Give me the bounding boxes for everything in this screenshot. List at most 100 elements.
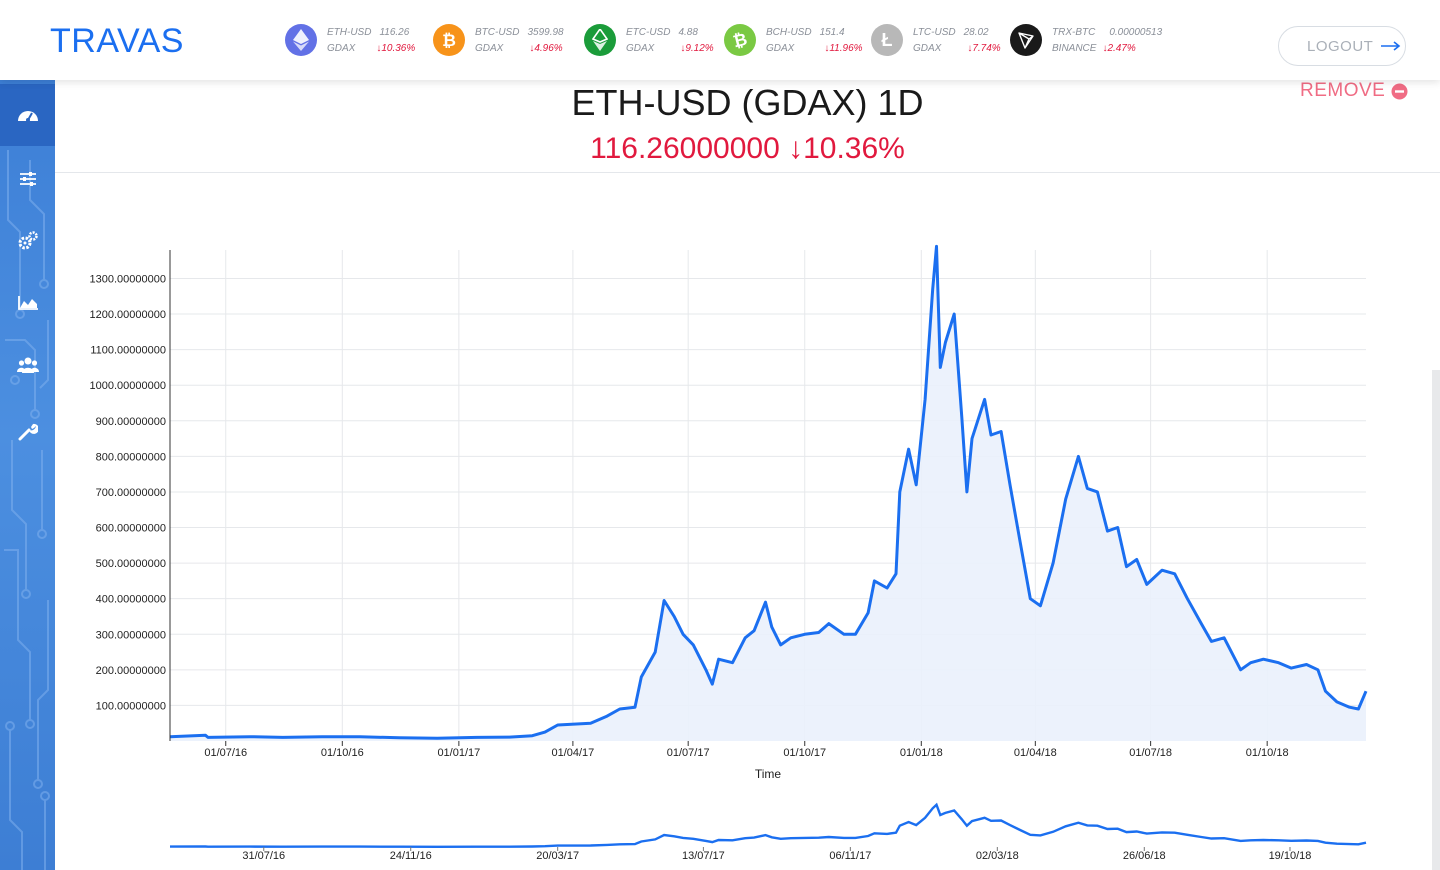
navigator-tick-label: 24/11/16 [390, 850, 432, 862]
x-tick-label: 01/07/16 [204, 747, 247, 759]
y-tick-label: 200.00000000 [96, 665, 166, 677]
panel-title: ETH-USD (GDAX) 1D [571, 82, 924, 123]
circuit-pattern [4, 150, 50, 870]
chart-panel: ETH-USD (GDAX) 1D 116.26000000 ↓10.36% R… [55, 80, 1440, 870]
sidebar-item-charts[interactable] [0, 272, 55, 334]
y-tick-label: 700.00000000 [96, 487, 166, 499]
dashboard-icon [17, 111, 38, 122]
svg-text:₿: ₿ [442, 31, 456, 50]
price-line [169, 244, 1368, 740]
ticker-pair: TRX-BTC [1052, 27, 1096, 38]
ticker-price: 151.4 [819, 27, 845, 38]
x-tick-label: 01/10/17 [783, 747, 826, 759]
ethereum-icon [285, 24, 317, 56]
users-icon [16, 357, 39, 373]
ticker-exchange: GDAX [327, 43, 356, 54]
ticker-change: ↓2.47% [1102, 43, 1136, 54]
top-bar: TRAVAS ETH-USD 116.26 GDAX ↓10.36% ₿ BTC-U… [0, 0, 1440, 80]
y-tick-label: 600.00000000 [96, 523, 166, 535]
navigator-tick-labels: 31/07/16 24/11/16 20/03/17 13/07/17 06/11/17… [242, 847, 1311, 862]
sidebar-item-gears[interactable] [0, 210, 55, 272]
page-scrollbar[interactable] [1432, 370, 1440, 870]
navigator-tick-label: 06/11/17 [829, 850, 871, 862]
arrow-right-icon [1381, 41, 1401, 51]
x-tick-label: 01/07/18 [1129, 747, 1172, 759]
navigator-tick-label: 13/07/17 [682, 850, 725, 862]
ticker-pair: BTC-USD [475, 27, 520, 38]
svg-text:Ł: Ł [882, 30, 893, 50]
y-tick-labels: 100.00000000 200.00000000 300.00000000 400.… [90, 273, 166, 712]
ticker-exchange: GDAX [913, 43, 942, 54]
ticker-pair: ETH-USD [327, 27, 372, 38]
ticker-change: ↓11.96% [824, 43, 863, 54]
y-tick-label: 800.00000000 [96, 451, 166, 463]
sidebar-item-users[interactable] [0, 334, 55, 396]
ticker-price: 28.02 [963, 27, 989, 38]
gears-icon [18, 231, 38, 250]
y-tick-label: 1200.00000000 [90, 309, 166, 321]
panel-price-change: 116.26000000 ↓10.36% [590, 132, 905, 165]
x-tick-label: 01/01/17 [437, 747, 480, 759]
wrench-icon [18, 423, 38, 441]
sliders-icon [19, 172, 36, 186]
navigator-tick-label: 02/03/18 [976, 850, 1019, 862]
y-tick-label: 900.00000000 [96, 416, 166, 428]
y-tick-label: 100.00000000 [96, 700, 166, 712]
y-tick-label: 400.00000000 [96, 594, 166, 606]
bitcoin-cash-icon: ₿ [724, 24, 756, 56]
remove-button[interactable]: REMOVE [1300, 80, 1408, 102]
logout-button[interactable]: LOGOUT [1278, 26, 1406, 66]
x-axis-label: Time [755, 767, 782, 781]
navigator-line [169, 802, 1367, 849]
ticker-change: ↓4.96% [529, 43, 563, 54]
ticker-price: 116.26 [379, 27, 410, 38]
price-chart[interactable]: 100.00000000 200.00000000 300.00000000 400.… [55, 80, 1440, 870]
ticker-pair: LTC-USD [913, 27, 956, 38]
ticker-exchange: GDAX [626, 43, 655, 54]
x-tick-labels: 01/07/16 01/10/16 01/01/17 01/04/17 01/07/17… [204, 741, 1289, 759]
ticker-change: ↓7.74% [967, 43, 1001, 54]
remove-label: REMOVE [1300, 80, 1386, 101]
ticker-change: ↓9.12% [680, 43, 714, 54]
x-tick-label: 01/10/16 [321, 747, 364, 759]
ticker-exchange: BINANCE [1052, 43, 1097, 54]
y-tick-label: 1000.00000000 [90, 380, 166, 392]
area-chart-icon [17, 296, 38, 310]
ticker-price: 0.00000513 [1109, 27, 1163, 38]
navigator-tick-label: 26/06/18 [1123, 850, 1166, 862]
bitcoin-icon: ₿ [433, 24, 465, 56]
y-tick-label: 300.00000000 [96, 629, 166, 641]
sidebar [0, 80, 55, 870]
ticker-price: 3599.98 [527, 27, 564, 38]
navigator[interactable]: 31/07/16 24/11/16 20/03/17 13/07/17 06/11/17… [169, 802, 1367, 862]
x-tick-label: 01/01/18 [900, 747, 943, 759]
ticker-pair: BCH-USD [766, 27, 812, 38]
sidebar-item-settings-sliders[interactable] [0, 148, 55, 210]
ticker-exchange: GDAX [766, 43, 795, 54]
brand-logo[interactable]: TRAVAS [50, 22, 184, 60]
y-tick-label: 1100.00000000 [90, 345, 166, 357]
x-tick-label: 01/04/17 [551, 747, 594, 759]
ticker-change: ↓10.36% [376, 43, 416, 54]
ethereum-classic-icon [584, 24, 616, 56]
sidebar-item-tools[interactable] [0, 400, 55, 462]
navigator-tick-label: 20/03/17 [536, 850, 579, 862]
y-tick-label: 1300.00000000 [90, 273, 166, 285]
y-tick-label: 500.00000000 [96, 558, 166, 570]
tron-icon [1010, 24, 1042, 56]
x-tick-label: 01/04/18 [1014, 747, 1057, 759]
navigator-tick-label: 31/07/16 [242, 850, 285, 862]
x-tick-label: 01/10/18 [1246, 747, 1289, 759]
x-tick-label: 01/07/17 [667, 747, 710, 759]
remove-circle-icon [1391, 83, 1408, 99]
navigator-tick-label: 19/10/18 [1269, 850, 1312, 862]
ticker-price: 4.88 [678, 27, 698, 38]
logout-label: LOGOUT [1307, 38, 1374, 55]
ticker-pair: ETC-USD [626, 27, 671, 38]
svg-text:₿: ₿ [732, 30, 748, 50]
sidebar-item-dashboard[interactable] [0, 84, 55, 146]
ticker-exchange: GDAX [475, 43, 504, 54]
litecoin-icon: Ł [871, 24, 903, 56]
panel-divider [55, 172, 1440, 173]
